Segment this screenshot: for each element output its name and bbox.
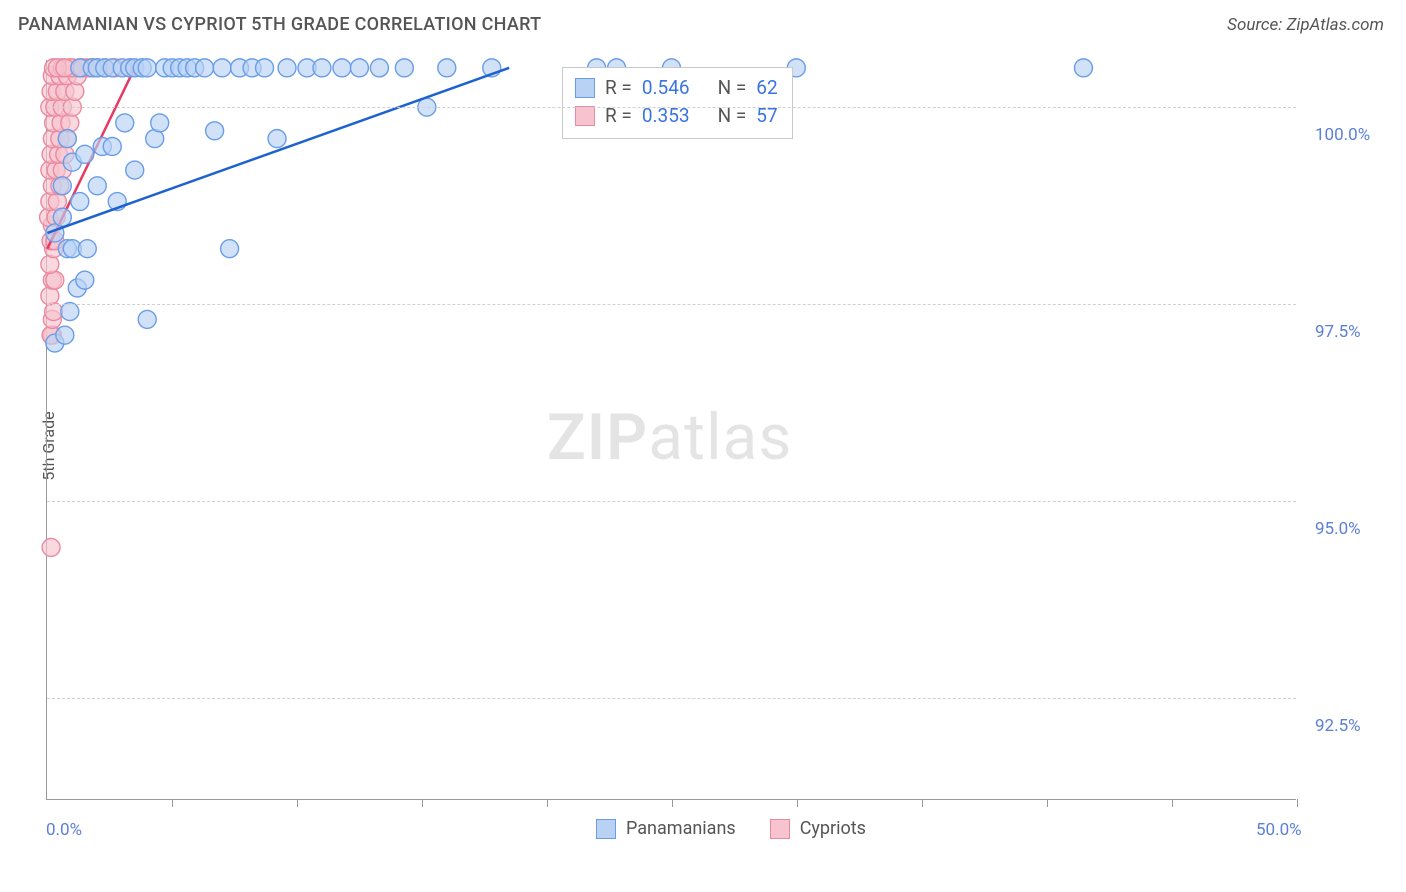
chart-header: PANAMANIAN VS CYPRIOT 5TH GRADE CORRELAT… — [0, 0, 1406, 43]
x-tick — [422, 799, 423, 807]
scatter-point — [61, 303, 79, 321]
chart-title: PANAMANIAN VS CYPRIOT 5TH GRADE CORRELAT… — [18, 14, 541, 35]
stat-n-label: N = — [718, 74, 747, 102]
x-tick — [1172, 799, 1173, 807]
scatter-point — [206, 122, 224, 140]
y-tick-label: 100.0% — [1315, 125, 1370, 145]
legend-item: Cypriots — [770, 818, 866, 839]
scatter-point — [213, 59, 231, 77]
legend-label: Panamanians — [626, 818, 736, 839]
scatter-point — [438, 59, 456, 77]
legend-label: Cypriots — [800, 818, 866, 839]
scatter-point — [151, 114, 169, 132]
stat-r-value: 0.353 — [642, 102, 690, 130]
scatter-point — [76, 271, 94, 289]
x-tick — [297, 799, 298, 807]
legend-swatch — [596, 819, 616, 839]
x-tick — [922, 799, 923, 807]
scatter-point — [256, 59, 274, 77]
chart-plot-area: ZIPatlas R =0.546N =62R =0.353N =57 92.5… — [46, 60, 1296, 800]
scatter-point — [78, 240, 96, 258]
scatter-point — [278, 59, 296, 77]
source-label: Source: ZipAtlas.com — [1227, 15, 1384, 35]
stat-row: R = 0.546 N = 62 — [575, 74, 778, 102]
x-tick — [172, 799, 173, 807]
scatter-point — [395, 59, 413, 77]
scatter-point — [268, 130, 286, 148]
x-tick — [672, 799, 673, 807]
x-tick-label: 50.0% — [1256, 820, 1302, 840]
scatter-point — [45, 303, 63, 321]
x-tick — [1047, 799, 1048, 807]
scatter-point — [126, 161, 144, 179]
scatter-point — [103, 137, 121, 155]
scatter-point — [196, 59, 214, 77]
scatter-point — [221, 240, 239, 258]
bottom-legend: Panamanians Cypriots — [596, 818, 866, 839]
x-tick — [797, 799, 798, 807]
grid-line — [47, 501, 1296, 502]
grid-line — [47, 107, 1296, 108]
scatter-point — [56, 326, 74, 344]
scatter-point — [1074, 59, 1092, 77]
scatter-point — [116, 114, 134, 132]
scatter-point — [88, 177, 106, 195]
stat-n-value: 57 — [756, 102, 777, 130]
y-tick-label: 95.0% — [1315, 519, 1361, 539]
chart-svg — [47, 60, 1296, 799]
scatter-point — [41, 255, 59, 273]
grid-line — [47, 698, 1296, 699]
y-tick-label: 92.5% — [1315, 716, 1361, 736]
stat-r-label: R = — [605, 74, 632, 102]
scatter-point — [58, 130, 76, 148]
stat-box: R = 0.546 N = 62 R = 0.353 N = 57 — [562, 67, 793, 139]
scatter-point — [313, 59, 331, 77]
stat-row: R = 0.353 N = 57 — [575, 102, 778, 130]
scatter-point — [138, 59, 156, 77]
grid-line — [47, 304, 1296, 305]
legend-swatch — [770, 819, 790, 839]
scatter-point — [53, 177, 71, 195]
scatter-point — [333, 59, 351, 77]
stat-r-value: 0.546 — [642, 74, 690, 102]
x-tick-label: 0.0% — [46, 820, 82, 840]
scatter-point — [71, 193, 89, 211]
scatter-point — [53, 208, 71, 226]
stat-n-label: N = — [718, 102, 747, 130]
legend-item: Panamanians — [596, 818, 736, 839]
scatter-point — [370, 59, 388, 77]
scatter-point — [76, 145, 94, 163]
y-tick-label: 97.5% — [1315, 322, 1361, 342]
stat-n-value: 62 — [756, 74, 777, 102]
stat-r-label: R = — [605, 102, 632, 130]
legend-swatch — [575, 106, 595, 126]
scatter-point — [350, 59, 368, 77]
x-tick — [1297, 799, 1298, 807]
legend-swatch — [575, 78, 595, 98]
scatter-point — [42, 538, 60, 556]
scatter-point — [138, 310, 156, 328]
x-tick — [547, 799, 548, 807]
